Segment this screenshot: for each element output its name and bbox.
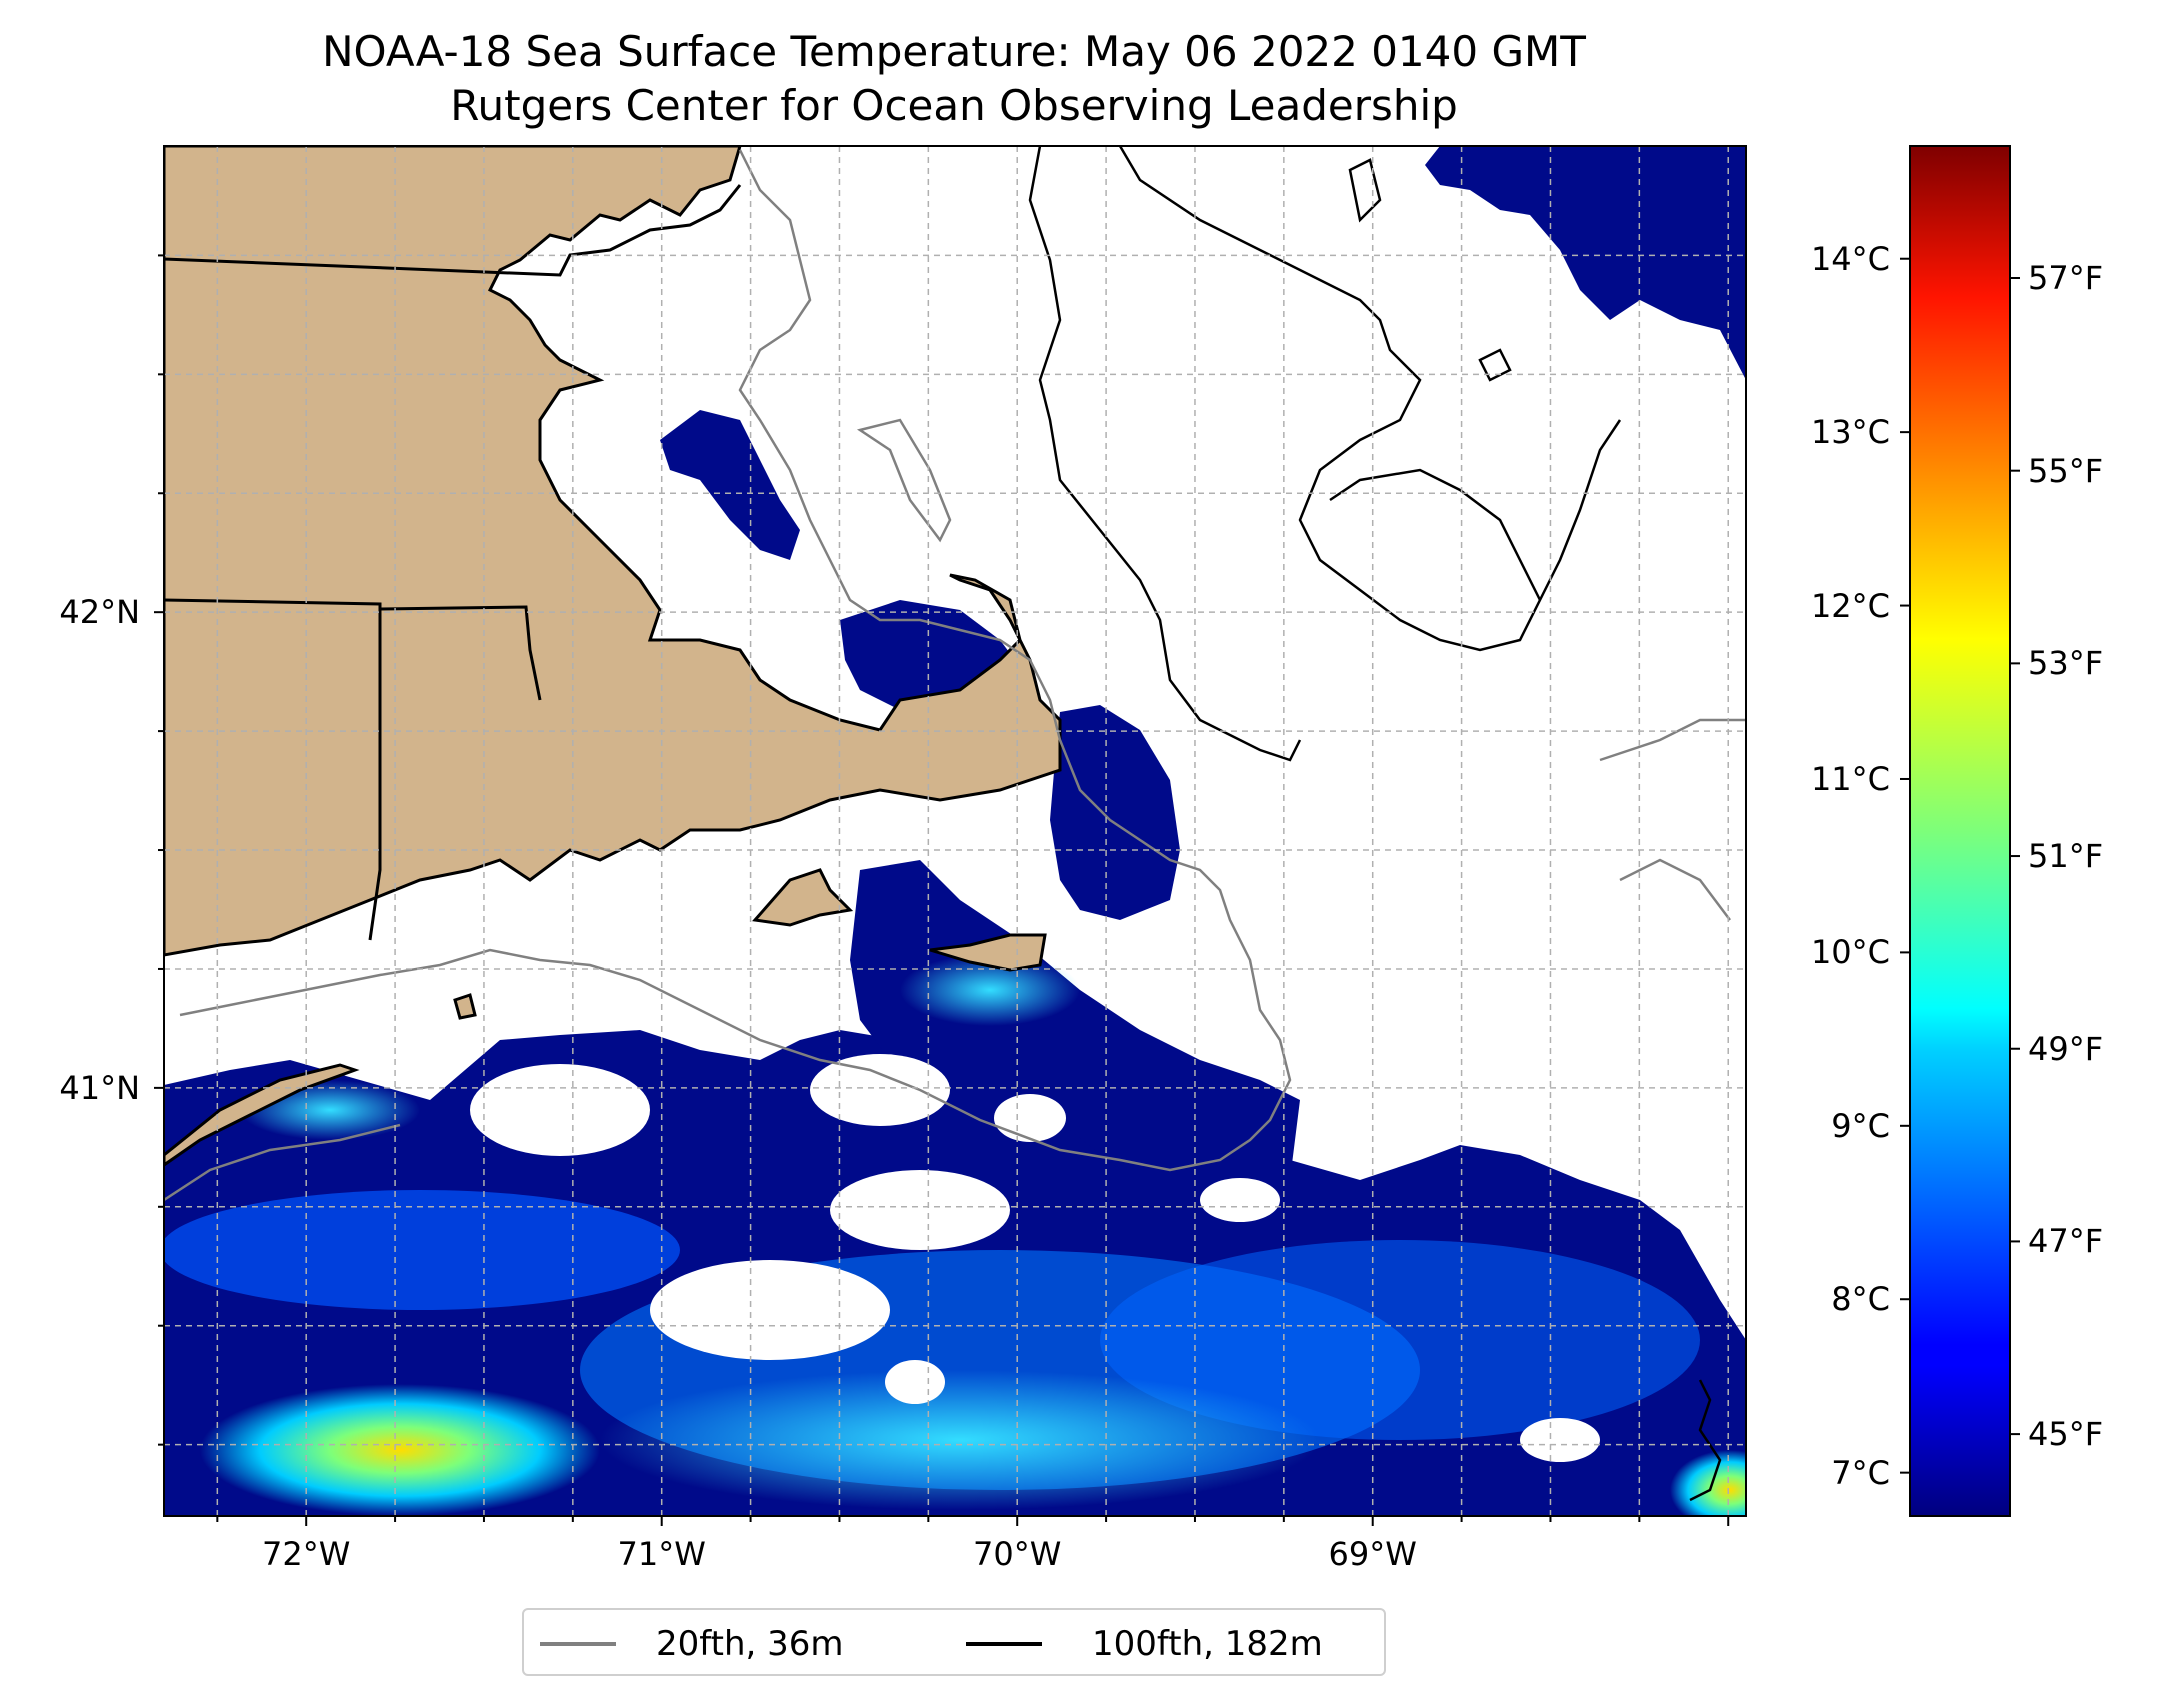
colorbar-celsius-label: 12°C bbox=[1810, 586, 1890, 625]
no-data-gap bbox=[650, 1260, 890, 1360]
colorbar-fahrenheit-label: 57°F bbox=[2028, 258, 2104, 297]
state-border bbox=[164, 598, 382, 941]
sst-data-north bbox=[1425, 146, 1746, 380]
contour-100fth bbox=[1329, 468, 1542, 601]
land-new-england bbox=[164, 146, 1062, 957]
contour-20fth bbox=[179, 149, 1292, 1172]
contour-20fth bbox=[1599, 718, 1746, 762]
x-tick-label: 72°W bbox=[262, 1535, 351, 1573]
contour-100fth bbox=[1118, 146, 1622, 652]
colorbar-celsius-label: 14°C bbox=[1810, 239, 1890, 278]
state-border bbox=[164, 184, 742, 277]
sst-warm-patch bbox=[164, 1190, 680, 1310]
legend-swatch-100fth bbox=[966, 1642, 1042, 1646]
sst-warm-patch bbox=[200, 1384, 600, 1516]
no-data-gap bbox=[810, 1054, 950, 1126]
x-tick-label: 69°W bbox=[1328, 1535, 1417, 1573]
contour-100fth bbox=[1028, 146, 1302, 762]
colorbar-celsius-label: 7°C bbox=[1831, 1453, 1890, 1492]
colorbar-fahrenheit-label: 45°F bbox=[2028, 1415, 2104, 1454]
no-data-gap bbox=[994, 1094, 1066, 1142]
sst-warm-patch bbox=[900, 954, 1080, 1026]
land-long-island bbox=[164, 1063, 360, 1167]
colorbar-celsius-label: 9°C bbox=[1831, 1106, 1890, 1145]
gridlines bbox=[164, 146, 1746, 1516]
y-tick-label: 41°N bbox=[59, 1068, 140, 1107]
no-data-gap bbox=[885, 1360, 945, 1404]
map-frame bbox=[163, 145, 1747, 1517]
map-subtitle: Rutgers Center for Ocean Observing Leade… bbox=[450, 81, 1458, 130]
y-tick-label: 42°N bbox=[59, 593, 140, 632]
land-nantucket bbox=[929, 933, 1047, 972]
axis-ticks bbox=[154, 254, 1730, 1526]
contour-20fth bbox=[856, 418, 952, 543]
contour-20fth bbox=[1619, 858, 1731, 921]
land-block-island bbox=[453, 993, 477, 1020]
colorbar-fahrenheit-label: 49°F bbox=[2028, 1029, 2104, 1068]
legend-label-20fth: 20fth, 36m bbox=[656, 1624, 844, 1664]
sst-data-mass-bay bbox=[660, 410, 800, 560]
x-tick-label: 71°W bbox=[617, 1535, 706, 1573]
sst-warm-patch bbox=[1670, 1450, 1746, 1516]
no-data-gap bbox=[830, 1170, 1010, 1250]
colorbar-celsius-label: 11°C bbox=[1810, 759, 1890, 798]
legend-swatch-20fth bbox=[540, 1642, 616, 1646]
no-data-gap bbox=[1200, 1178, 1280, 1222]
x-tick-label: 70°W bbox=[973, 1535, 1062, 1573]
no-data-gap bbox=[1520, 1418, 1600, 1462]
colorbar-fahrenheit-label: 53°F bbox=[2028, 644, 2104, 683]
colorbar-fahrenheit-label: 55°F bbox=[2028, 451, 2104, 490]
legend-label-100fth: 100fth, 182m bbox=[1092, 1624, 1323, 1664]
land-marthas-vineyard bbox=[752, 868, 854, 927]
colorbar-fahrenheit-label: 51°F bbox=[2028, 837, 2104, 876]
colorbar-celsius-label: 8°C bbox=[1831, 1280, 1890, 1319]
map-title: NOAA-18 Sea Surface Temperature: May 06 … bbox=[322, 27, 1586, 76]
contour-20fth bbox=[164, 1123, 401, 1202]
sst-warm-patch bbox=[600, 1370, 1320, 1510]
contour-100fth bbox=[1478, 348, 1512, 382]
colorbar-celsius-label: 10°C bbox=[1810, 933, 1890, 972]
colorbar-fahrenheit-label: 47°F bbox=[2028, 1222, 2104, 1261]
contour-100fth bbox=[1348, 158, 1382, 223]
colorbar-celsius-label: 13°C bbox=[1810, 413, 1890, 452]
contour-legend: 20fth, 36m 100fth, 182m bbox=[522, 1608, 1386, 1676]
no-data-gap bbox=[470, 1064, 650, 1156]
sst-data-ridge bbox=[1050, 705, 1180, 920]
state-border bbox=[379, 605, 542, 701]
